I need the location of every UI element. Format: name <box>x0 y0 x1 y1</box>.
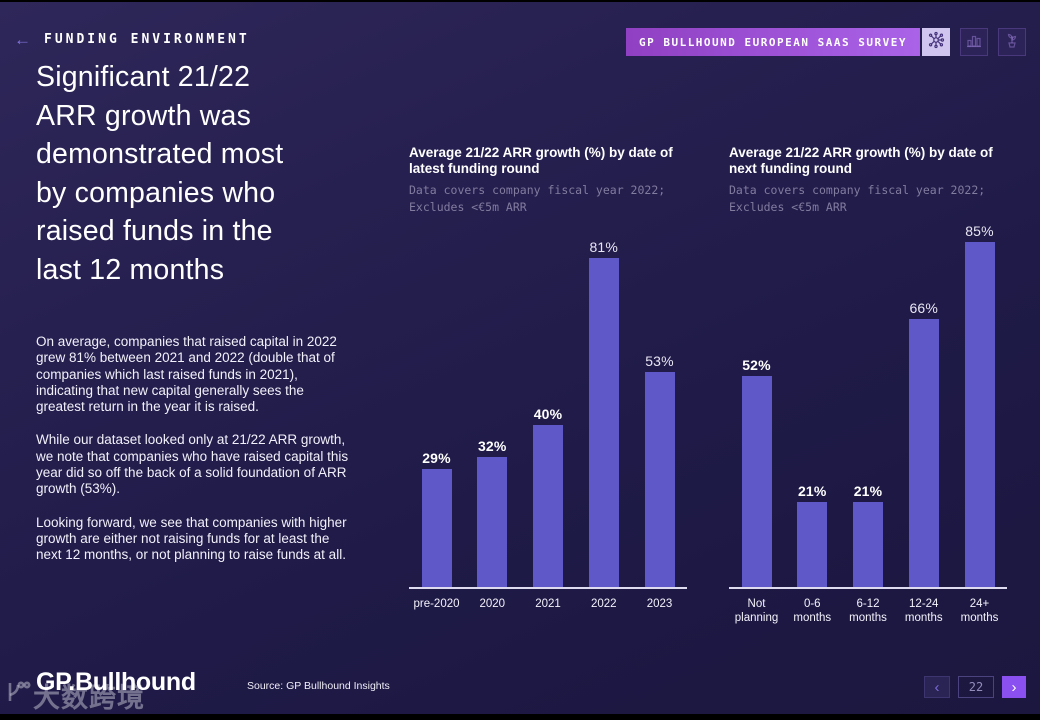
bar <box>741 376 772 587</box>
bar-column: 40% <box>521 406 576 587</box>
bar-value-label: 66% <box>909 300 939 316</box>
category-label: 6-12 months <box>849 598 887 624</box>
category-label: 2020 <box>479 598 506 610</box>
paragraph: Looking forward, we see that companies w… <box>36 514 347 563</box>
chevron-left-icon: ‹ <box>934 678 940 696</box>
bar-column: 53% <box>632 353 687 587</box>
bar-value-label: 85% <box>965 223 994 239</box>
category-label: 2021 <box>535 598 561 610</box>
watermark: 大数跨境 <box>2 676 145 715</box>
bar-column: 66% <box>896 300 951 587</box>
category-label: 2022 <box>590 598 617 610</box>
bar-chart-icon <box>965 31 983 54</box>
commentary: On average, companies that raised capita… <box>36 334 356 581</box>
category-label: pre-2020 <box>413 598 460 610</box>
bar-value-label: 21% <box>853 483 883 499</box>
category-label: 0-6 months <box>793 598 832 624</box>
bar <box>477 457 508 587</box>
survey-badge: GP BULLHOUND EUROPEAN SAAS SURVEY <box>625 28 920 56</box>
chart-plot-area: 52% 21% 21% 66% 85% <box>729 219 1007 589</box>
bar <box>797 502 828 587</box>
plant-icon-tile[interactable] <box>998 28 1026 56</box>
bar <box>644 372 675 587</box>
chart-next-funding-round: Average 21/22 ARR growth (%) by date of … <box>729 145 1007 625</box>
bar-column: 85% <box>952 223 1007 587</box>
bar-value-label: 53% <box>645 353 674 369</box>
chart-subtitle: Data covers company fiscal year 2022; Ex… <box>409 183 666 214</box>
gp-bullhound-logo: GP.Bullhound <box>36 668 196 696</box>
bar-value-label: 21% <box>797 483 827 499</box>
badge-row: GP BULLHOUND EUROPEAN SAAS SURVEY <box>625 28 1026 56</box>
page-title: Significant 21/22 ARR growth was demonst… <box>36 61 284 286</box>
bar <box>421 469 452 587</box>
bar-column: 21% <box>841 483 896 587</box>
paragraph: While our dataset looked only at 21/22 A… <box>36 432 349 497</box>
chevron-right-icon: › <box>1011 678 1017 696</box>
bar-column: 52% <box>729 357 784 587</box>
bar <box>853 502 883 587</box>
category-label: 24+ months <box>960 598 999 624</box>
category-label: 12-24 months <box>904 598 943 624</box>
bar-value-label: 29% <box>422 450 451 466</box>
next-page-button[interactable]: › <box>1002 676 1026 698</box>
watermark-text: 大数跨境 <box>33 683 145 713</box>
bar-value-label: 40% <box>533 406 563 422</box>
chart-category-axis: Not planning 0-6 months 6-12 months 12-24 m… <box>729 589 1007 625</box>
source-note: Source: GP Bullhound Insights <box>247 680 390 692</box>
section-label: FUNDING ENVIRONMENT <box>44 32 250 47</box>
plant-icon <box>1003 31 1021 54</box>
bar <box>964 242 995 587</box>
page-number-box[interactable]: 22 <box>958 676 994 698</box>
badge-group: GP BULLHOUND EUROPEAN SAAS SURVEY <box>625 28 950 56</box>
prev-page-button[interactable]: ‹ <box>924 676 950 698</box>
bar-value-label: 81% <box>589 239 619 255</box>
bar <box>908 319 939 587</box>
chart-title: Average 21/22 ARR growth (%) by date of … <box>729 145 993 176</box>
pagination: ‹ 22 › <box>924 676 1026 698</box>
bar-chart-icon-tile[interactable] <box>960 28 988 56</box>
header-row: ← FUNDING ENVIRONMENT <box>14 31 250 48</box>
chart-plot-area: 29% 32% 40% 81% 53% <box>409 219 687 589</box>
bar-column: 32% <box>465 438 520 587</box>
bar-column: 81% <box>576 239 631 587</box>
watermark-logo-icon <box>2 677 32 714</box>
bar-value-label: 52% <box>742 357 771 373</box>
category-label: Not planning <box>734 598 779 624</box>
chart-latest-funding-round: Average 21/22 ARR growth (%) by date of … <box>409 145 687 611</box>
chart-title: Average 21/22 ARR growth (%) by date of … <box>409 145 673 176</box>
paragraph: On average, companies that raised capita… <box>36 334 337 415</box>
network-icon-tile[interactable] <box>922 28 950 56</box>
bar-value-label: 32% <box>477 438 507 454</box>
chart-subtitle: Data covers company fiscal year 2022; Ex… <box>729 183 986 214</box>
network-icon <box>927 31 945 54</box>
bar-column: 29% <box>409 450 464 587</box>
bar <box>588 258 619 587</box>
bar <box>533 425 563 587</box>
chart-category-axis: pre-2020 2020 2021 2022 2023 <box>409 589 687 611</box>
back-arrow-icon[interactable]: ← <box>14 30 31 49</box>
category-label: 2023 <box>646 598 673 610</box>
bar-column: 21% <box>785 483 840 587</box>
